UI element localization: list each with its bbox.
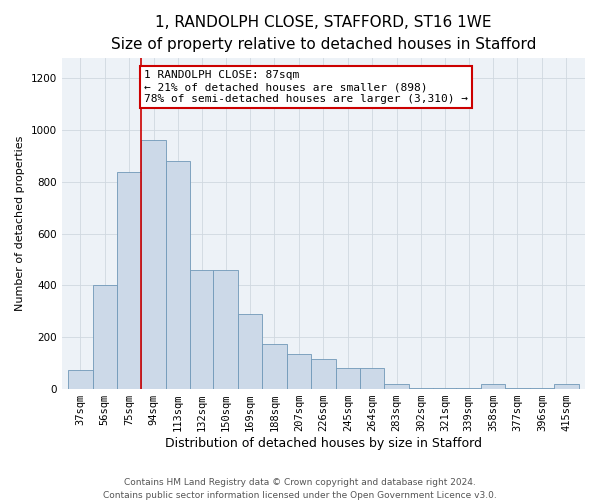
Bar <box>554 384 578 389</box>
Bar <box>287 354 311 389</box>
Title: 1, RANDOLPH CLOSE, STAFFORD, ST16 1WE
Size of property relative to detached hous: 1, RANDOLPH CLOSE, STAFFORD, ST16 1WE Si… <box>110 15 536 52</box>
Bar <box>530 388 554 389</box>
Bar <box>190 270 214 389</box>
Bar <box>335 368 360 389</box>
Bar <box>238 314 262 389</box>
X-axis label: Distribution of detached houses by size in Stafford: Distribution of detached houses by size … <box>165 437 482 450</box>
Text: 1 RANDOLPH CLOSE: 87sqm
← 21% of detached houses are smaller (898)
78% of semi-d: 1 RANDOLPH CLOSE: 87sqm ← 21% of detache… <box>144 70 468 104</box>
Bar <box>68 370 92 389</box>
Y-axis label: Number of detached properties: Number of detached properties <box>15 136 25 311</box>
Bar <box>311 360 335 389</box>
Bar <box>360 368 385 389</box>
Bar <box>481 384 505 389</box>
Bar <box>262 344 287 389</box>
Bar <box>92 286 117 389</box>
Bar <box>385 384 409 389</box>
Bar <box>409 388 433 389</box>
Bar <box>457 388 481 389</box>
Bar <box>433 388 457 389</box>
Text: Contains HM Land Registry data © Crown copyright and database right 2024.
Contai: Contains HM Land Registry data © Crown c… <box>103 478 497 500</box>
Bar <box>214 270 238 389</box>
Bar <box>142 140 166 389</box>
Bar <box>166 161 190 389</box>
Bar <box>117 172 142 389</box>
Bar <box>505 388 530 389</box>
